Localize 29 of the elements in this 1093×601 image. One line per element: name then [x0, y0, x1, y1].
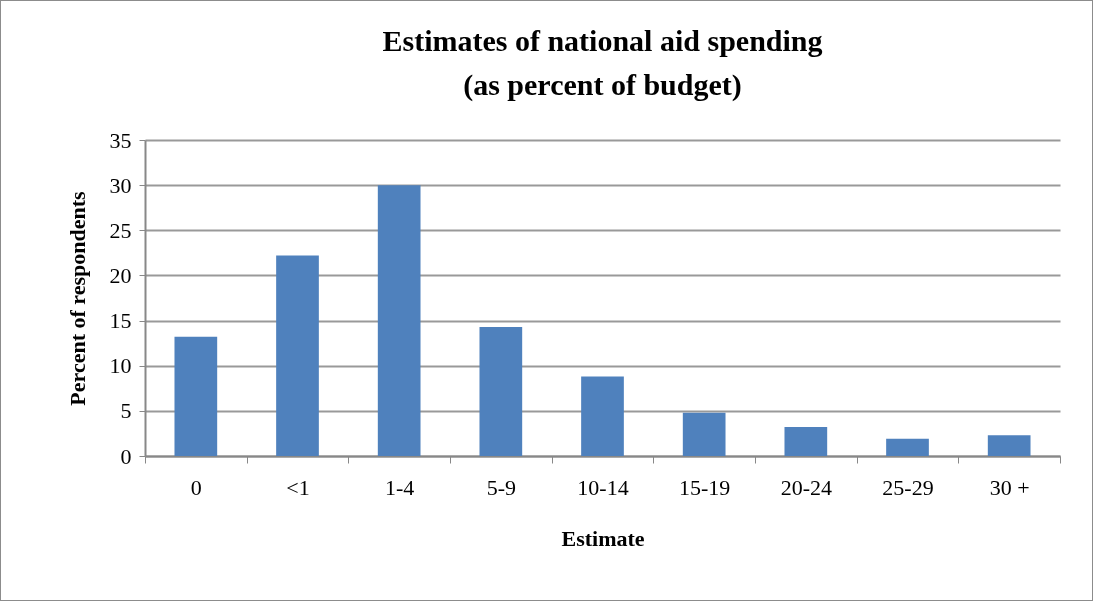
bar [784, 427, 828, 456]
x-tick-label: 0 [190, 474, 202, 500]
y-tick-label: 15 [109, 308, 132, 334]
bar [276, 255, 319, 456]
x-tick-label: 5-9 [486, 474, 516, 500]
chart-title: Estimates of national aid spending (as percent of budget) [382, 24, 823, 102]
x-axis-title: Estimate [561, 525, 645, 551]
y-tick-label: 0 [120, 443, 132, 469]
y-tick-label: 20 [109, 262, 132, 288]
y-tick-label: 30 [109, 172, 132, 198]
bar [886, 438, 929, 456]
x-tick-label: 15-19 [679, 474, 731, 500]
bar [987, 435, 1031, 456]
x-tick-label: 10-14 [577, 474, 629, 500]
bar [682, 412, 726, 456]
bar [581, 376, 624, 456]
y-tick-label: 5 [120, 398, 132, 424]
y-axis-title: Percent of respondents [64, 190, 90, 406]
x-tick-label: 30 + [989, 474, 1030, 500]
x-tick-label: 20-24 [780, 474, 832, 500]
y-tick-label: 35 [109, 127, 132, 153]
bar [377, 185, 421, 456]
x-tick-label: 25-29 [882, 474, 934, 500]
x-tick-label: 1-4 [385, 474, 415, 500]
x-tick-label: <1 [286, 474, 310, 500]
y-tick-label: 10 [109, 353, 132, 379]
y-tick-label: 25 [109, 217, 132, 243]
bar [174, 336, 218, 456]
bar [479, 326, 523, 456]
